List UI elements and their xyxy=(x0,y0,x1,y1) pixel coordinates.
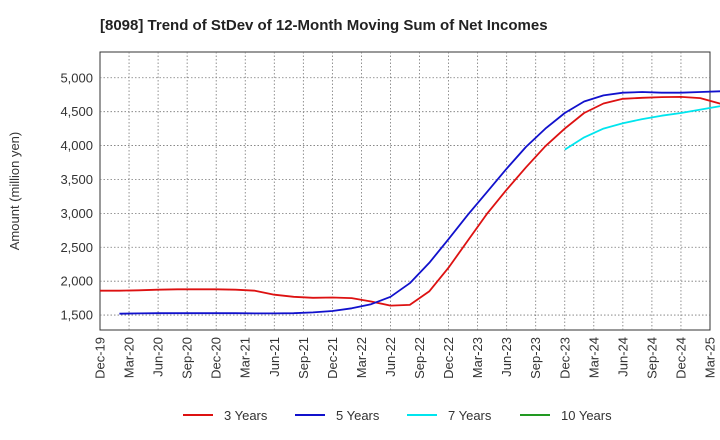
legend: 3 Years 5 Years 7 Years 10 Years xyxy=(183,408,612,423)
legend-label: 7 Years xyxy=(448,408,492,423)
x-tick-label: Jun-21 xyxy=(267,337,282,377)
legend-label: 5 Years xyxy=(336,408,380,423)
y-tick-label: 3,000 xyxy=(60,206,93,221)
x-tick-label: Mar-20 xyxy=(122,337,137,378)
plot-frame xyxy=(99,51,711,331)
legend-label: 10 Years xyxy=(561,408,612,423)
x-tick-label: Jun-22 xyxy=(383,337,398,377)
x-tick-label: Dec-20 xyxy=(209,337,224,379)
x-tick-label: Sep-20 xyxy=(180,337,195,379)
y-axis-label: Amount (million yen) xyxy=(7,132,22,251)
x-tick-label: Dec-22 xyxy=(441,337,456,379)
y-tick-label: 1,500 xyxy=(60,308,93,323)
x-tick-label: Sep-21 xyxy=(296,337,311,379)
y-tick-label: 4,500 xyxy=(60,104,93,119)
x-tick-label: Jun-20 xyxy=(151,337,166,377)
y-tick-label: 2,500 xyxy=(60,240,93,255)
x-tick-label: Dec-23 xyxy=(557,337,572,379)
x-tick-label: Sep-24 xyxy=(644,337,659,379)
y-tick-label: 4,000 xyxy=(60,138,93,153)
x-tick-label: Dec-21 xyxy=(325,337,340,379)
y-axis: 1,500 2,000 2,500 3,000 3,500 4,000 4,500 5,000 xyxy=(60,70,93,322)
y-tick-label: 3,500 xyxy=(60,172,93,187)
x-tick-label: Mar-22 xyxy=(354,337,369,378)
x-tick-label: Sep-22 xyxy=(412,337,427,379)
series-line-5-years xyxy=(119,90,720,315)
x-tick-label: Mar-24 xyxy=(586,337,601,378)
grid-lines xyxy=(100,52,710,330)
x-tick-label: Dec-19 xyxy=(93,337,108,379)
legend-label: 3 Years xyxy=(224,408,268,423)
x-tick-label: Dec-24 xyxy=(673,337,688,379)
y-tick-label: 2,000 xyxy=(60,274,93,289)
x-tick-label: Mar-23 xyxy=(470,337,485,378)
x-axis: Dec-19 Mar-20 Jun-20 Sep-20 Dec-20 Mar-21 Jun-… xyxy=(93,337,718,379)
series-line-3-years xyxy=(100,96,720,307)
x-tick-label: Mar-21 xyxy=(238,337,253,378)
chart-title: [8098] Trend of StDev of 12-Month Moving… xyxy=(100,17,548,34)
x-tick-label: Sep-23 xyxy=(528,337,543,379)
series-lines xyxy=(100,90,720,315)
x-tick-label: Jun-24 xyxy=(615,337,630,377)
x-tick-label: Jun-23 xyxy=(499,337,514,377)
y-tick-label: 5,000 xyxy=(60,70,93,85)
x-tick-label: Mar-25 xyxy=(703,337,718,378)
series-line-7-years xyxy=(564,105,720,151)
